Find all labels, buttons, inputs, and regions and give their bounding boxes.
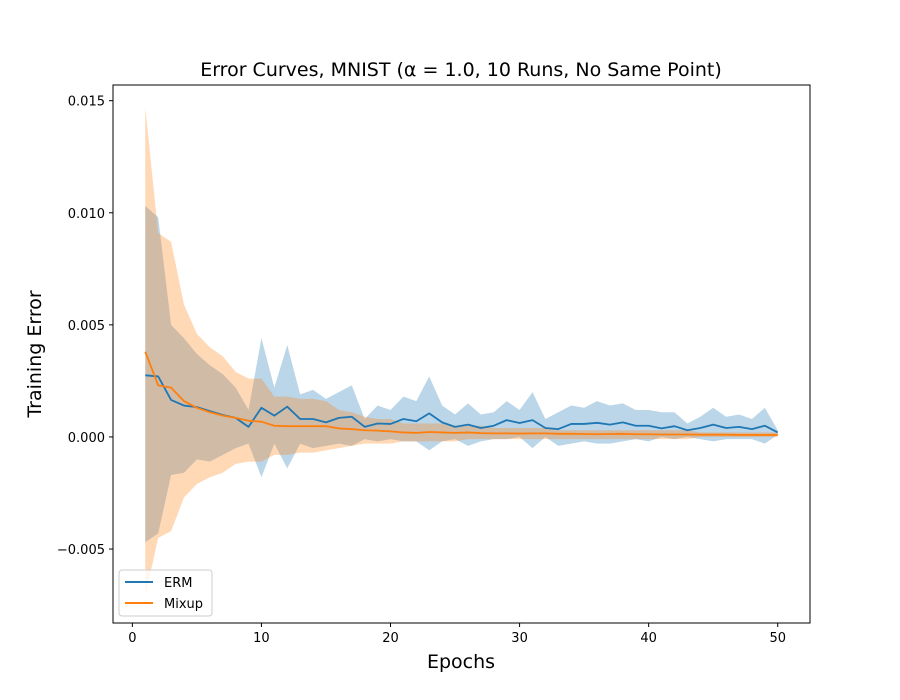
x-axis-ticks: 0 10 20 30 40 50	[128, 623, 786, 646]
x-tick-label: 10	[253, 631, 270, 646]
y-tick-label: 0.005	[68, 319, 105, 334]
y-axis-title: Training Error	[24, 290, 46, 419]
y-tick-label: −0.005	[57, 543, 105, 558]
y-tick-label: 0.000	[68, 431, 105, 446]
x-tick-label: 0	[128, 631, 136, 646]
y-axis-ticks: −0.005 0.000 0.005 0.010 0.015	[57, 95, 113, 558]
series-lines	[144, 351, 779, 436]
y-tick-label: 0.010	[68, 207, 105, 222]
x-tick-label: 40	[640, 631, 657, 646]
line-mixup	[144, 351, 778, 436]
legend: ERM Mixup	[118, 569, 213, 617]
y-tick-label: 0.015	[68, 95, 105, 110]
chart-title: Error Curves, MNIST (α = 1.0, 10 Runs, N…	[200, 59, 722, 81]
legend-label-mixup: Mixup	[164, 597, 203, 612]
legend-label-erm: ERM	[164, 576, 192, 591]
x-tick-label: 50	[769, 631, 786, 646]
axes-frame	[112, 84, 811, 624]
x-tick-label: 30	[511, 631, 528, 646]
x-tick-label: 20	[382, 631, 399, 646]
line-erm	[145, 374, 779, 434]
plot-area: 0 10 20 30 40 50 −0.005 0.000 0.005 0.010 0.015	[57, 84, 811, 646]
x-axis-title: Epochs	[427, 651, 495, 673]
